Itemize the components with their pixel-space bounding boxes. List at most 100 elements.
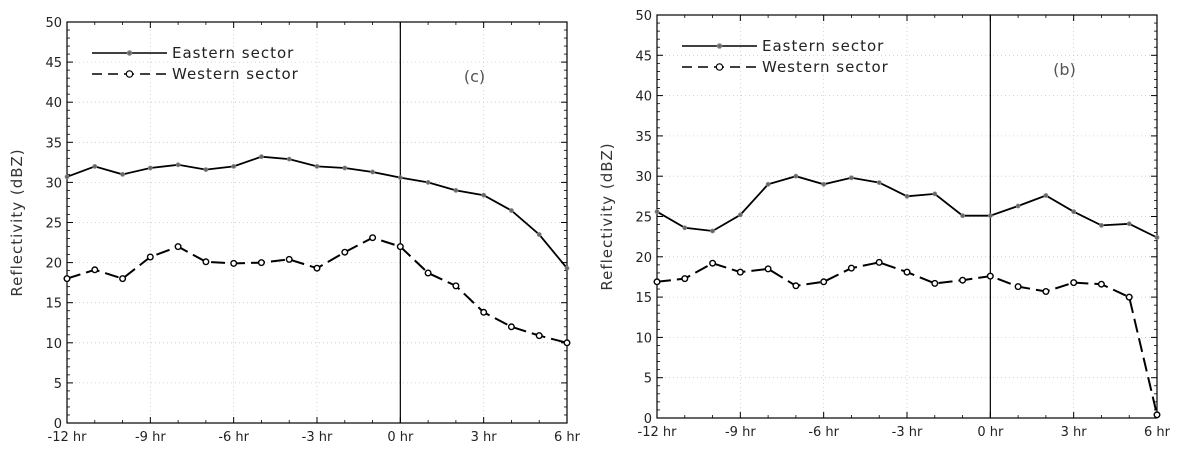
data-point-eastern — [92, 163, 98, 169]
panel-label: (c) — [464, 67, 485, 86]
data-point-eastern — [481, 192, 487, 198]
data-point-eastern — [120, 171, 125, 177]
y-tick-label: 0 — [644, 412, 652, 427]
data-point-western — [119, 275, 127, 283]
data-point-western — [1070, 279, 1078, 287]
y-tick-label: 25 — [45, 217, 62, 232]
data-point-eastern — [821, 181, 827, 187]
x-tick-label: 3 hr — [1061, 425, 1088, 440]
data-point-eastern — [737, 212, 743, 218]
y-tick-label: 5 — [644, 372, 652, 387]
data-point-western — [369, 234, 377, 242]
data-point-western — [1153, 411, 1161, 419]
data-point-eastern — [1126, 221, 1132, 227]
legend-marker — [715, 63, 724, 71]
data-point-eastern — [904, 193, 910, 199]
data-point-eastern — [1099, 222, 1104, 228]
legend-label: Eastern sector — [172, 44, 294, 62]
data-point-eastern — [536, 232, 542, 237]
x-tick-label: 3 hr — [471, 430, 498, 445]
data-point-eastern — [147, 165, 153, 171]
data-point-eastern — [564, 265, 570, 271]
chart-panel-1: 0 5 10 15 20 25 30 35 40 45 50 -12 hr -9 hr -6 hr -3 h… — [598, 9, 1171, 440]
chart-panel-0: 0 5 10 15 20 25 30 35 40 45 50 -12 hr -9 hr -6 hr -3 h… — [8, 16, 581, 445]
x-tick-label: 0 hr — [387, 430, 414, 445]
data-point-eastern — [425, 179, 431, 185]
data-point-western — [285, 255, 293, 263]
data-point-western — [396, 243, 404, 251]
x-tick-label: 6 hr — [554, 430, 581, 445]
series-line-eastern — [66, 155, 568, 269]
data-point-western — [653, 278, 661, 286]
panel-label: (b) — [1053, 60, 1076, 79]
x-tick-label: -6 hr — [808, 425, 839, 440]
legend-marker — [125, 70, 134, 78]
y-tick-label: 35 — [635, 130, 652, 145]
data-point-eastern — [932, 191, 938, 197]
legend-marker — [126, 50, 133, 56]
data-point-eastern — [987, 213, 993, 219]
data-point-western — [1125, 293, 1133, 301]
y-tick-label: 15 — [45, 297, 62, 312]
data-point-western — [202, 258, 210, 266]
data-point-eastern — [203, 167, 209, 173]
y-tick-label: 40 — [45, 96, 62, 111]
y-tick-label: 20 — [45, 257, 62, 272]
y-tick-label: 15 — [635, 291, 652, 306]
y-tick-label: 50 — [635, 9, 652, 24]
data-point-eastern — [1154, 235, 1160, 240]
data-point-western — [986, 272, 994, 280]
data-point-western — [931, 279, 939, 287]
x-tick-label: 0 hr — [977, 425, 1004, 440]
y-tick-label: 0 — [54, 417, 62, 432]
data-point-western — [847, 264, 855, 272]
data-point-western — [792, 282, 800, 290]
legend: Eastern sector Western sector — [92, 44, 298, 83]
y-tick-label: 30 — [45, 176, 62, 191]
data-point-eastern — [710, 228, 715, 234]
data-point-eastern — [508, 208, 514, 213]
legend-label: Eastern sector — [762, 37, 884, 55]
data-point-eastern — [1043, 193, 1049, 198]
x-tick-label: -3 hr — [302, 430, 333, 445]
x-tick-label: -3 hr — [892, 425, 923, 440]
data-point-eastern — [175, 162, 181, 168]
data-point-western — [257, 259, 265, 267]
x-tick-label: 6 hr — [1144, 425, 1171, 440]
data-point-western — [63, 275, 71, 283]
data-point-western — [230, 259, 238, 267]
data-point-western — [313, 264, 321, 272]
y-axis-label: Reflectivity (dBZ) — [598, 142, 616, 290]
y-tick-label: 5 — [54, 377, 62, 392]
y-tick-label: 30 — [635, 170, 652, 185]
data-point-western — [1097, 280, 1105, 288]
data-point-eastern — [682, 225, 688, 231]
data-point-eastern — [397, 175, 403, 181]
data-point-western — [1014, 283, 1022, 291]
data-point-eastern — [876, 180, 882, 186]
data-point-western — [903, 268, 911, 276]
data-point-eastern — [258, 154, 264, 160]
legend-label: Western sector — [762, 58, 889, 76]
x-tick-label: -12 hr — [638, 425, 678, 440]
x-tick-label: -6 hr — [218, 430, 249, 445]
legend: Eastern sector Western sector — [682, 37, 889, 76]
data-point-western — [452, 282, 460, 290]
series-line-eastern — [656, 175, 1158, 239]
legend-marker — [716, 43, 723, 49]
data-point-eastern — [342, 165, 348, 171]
data-point-eastern — [654, 209, 660, 215]
y-tick-label: 40 — [635, 90, 652, 105]
data-point-western — [91, 266, 99, 274]
data-point-western — [1042, 288, 1050, 296]
x-tick-label: -9 hr — [135, 430, 166, 445]
data-point-eastern — [1015, 203, 1021, 209]
y-tick-label: 45 — [635, 49, 652, 64]
data-point-western — [820, 278, 828, 286]
data-point-western — [736, 268, 744, 276]
data-point-western — [959, 276, 967, 284]
y-tick-label: 10 — [45, 337, 62, 352]
data-point-western — [709, 259, 717, 267]
data-point-western — [875, 258, 883, 266]
y-tick-label: 35 — [45, 136, 62, 151]
